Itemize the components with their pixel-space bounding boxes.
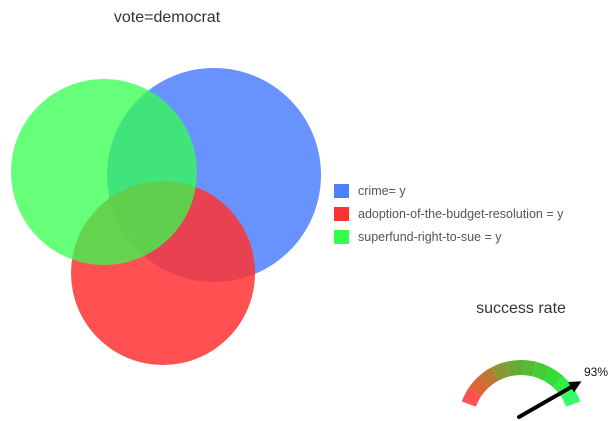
gauge-arc-segment xyxy=(532,361,551,381)
legend-item-budget-resolution: adoption-of-the-budget-resolution = y xyxy=(334,207,564,221)
gauge-needle xyxy=(517,383,577,419)
venn-circle-superfund xyxy=(11,79,197,265)
gauge-needle-arrowhead xyxy=(568,381,582,393)
legend-swatch-crime xyxy=(334,184,349,198)
gauge-arc-segment xyxy=(505,360,521,377)
legend-swatch-budget-resolution xyxy=(334,207,349,221)
legend-swatch-superfund xyxy=(334,230,349,244)
legend-label-budget-resolution: adoption-of-the-budget-resolution = y xyxy=(358,207,564,221)
gauge-arc xyxy=(461,360,581,407)
success-rate-gauge: success rate 93% xyxy=(461,300,608,419)
gauge-value-label: 93% xyxy=(584,365,608,379)
gauge-arc-segment xyxy=(491,361,510,381)
legend: crime= y adoption-of-the-budget-resoluti… xyxy=(334,184,564,244)
gauge-arc-segment xyxy=(521,360,537,377)
gauge-arc-segment xyxy=(543,367,564,388)
venn-circles xyxy=(11,68,321,365)
gauge-arc-segment xyxy=(468,376,489,397)
gauge-arc-segment xyxy=(461,387,482,407)
gauge-arc-segment xyxy=(553,376,574,397)
gauge-title: success rate xyxy=(476,300,566,317)
legend-label-crime: crime= y xyxy=(358,184,406,198)
legend-label-superfund: superfund-right-to-sue = y xyxy=(358,230,502,244)
gauge-arc-segment xyxy=(478,367,499,388)
legend-item-crime: crime= y xyxy=(334,184,406,198)
legend-item-superfund: superfund-right-to-sue = y xyxy=(334,230,502,244)
diagram-title: vote=democrat xyxy=(114,9,221,26)
gauge-arc-segment xyxy=(560,387,581,407)
